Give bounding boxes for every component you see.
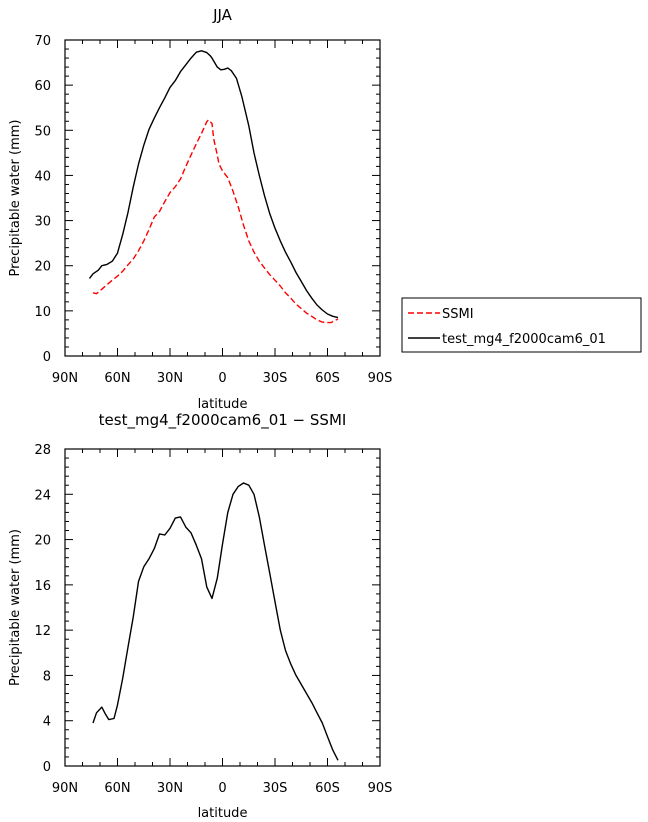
y-axis-label: Precipitable water (mm) — [8, 529, 23, 686]
y-tick-label: 10 — [34, 305, 51, 320]
x-tick-label: 30N — [157, 371, 183, 386]
x-tick-label: 90N — [52, 371, 78, 386]
legend: SSMI test_mg4_f2000cam6_01 — [401, 297, 642, 353]
x-tick-label: 60S — [315, 371, 340, 386]
y-tick-label: 20 — [34, 260, 51, 275]
y-tick-label: 30 — [34, 215, 51, 230]
x-tick-label: 60N — [104, 371, 130, 386]
y-tick-label: 40 — [34, 169, 51, 184]
y-tick-label: 8 — [43, 669, 51, 684]
y-tick-label: 28 — [34, 443, 51, 458]
x-tick-label: 30S — [263, 781, 288, 796]
legend-box — [401, 297, 642, 353]
x-tick-label: 0 — [218, 781, 226, 796]
x-tick-label: 0 — [218, 371, 226, 386]
x-tick-label: 90S — [368, 371, 393, 386]
x-axis-label: latitude — [198, 806, 248, 821]
x-axis-label: latitude — [198, 397, 248, 412]
y-tick-label: 20 — [34, 534, 51, 549]
series-line-test-mg4-f2000cam6-01 — [88, 50, 339, 319]
y-axis-label: Precipitable water (mm) — [8, 120, 23, 277]
series-line-ssmi — [92, 119, 339, 324]
y-tick-label: 0 — [43, 350, 51, 365]
chart-panel-2: 90N 60N 30N 0 30S 60S 90S 0 4 8 12 16 20 24 28 test_mg4… — [8, 411, 392, 821]
chart-panel-1: 90N 60N 30N 0 30S 60S 90S 0 10 20 30 40 50 60 70 JJA lat… — [8, 6, 642, 412]
y-tick-label: 24 — [34, 488, 51, 503]
chart-title: test_mg4_f2000cam6_01 − SSMI — [99, 411, 347, 430]
y-tick-label: 4 — [43, 715, 51, 730]
y-tick-label: 70 — [34, 34, 51, 49]
y-tick-label: 60 — [34, 79, 51, 94]
chart-title: JJA — [212, 6, 233, 24]
x-tick-label: 30N — [157, 781, 183, 796]
x-tick-label: 90S — [368, 781, 393, 796]
series-line-1 — [92, 482, 339, 761]
legend-label: test_mg4_f2000cam6_01 — [442, 332, 606, 347]
y-tick-label: 16 — [34, 579, 51, 594]
plot-frame — [64, 39, 381, 357]
x-tick-label: 60N — [104, 781, 130, 796]
x-tick-label: 60S — [315, 781, 340, 796]
y-tick-label: 12 — [34, 624, 51, 639]
x-tick-label: 30S — [263, 371, 288, 386]
y-tick-label: 0 — [43, 760, 51, 775]
legend-label: SSMI — [442, 307, 474, 322]
y-tick-label: 50 — [34, 124, 51, 139]
x-tick-label: 90N — [52, 781, 78, 796]
